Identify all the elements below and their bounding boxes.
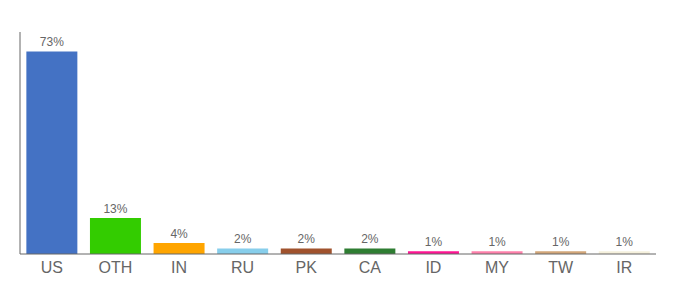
svg-text:73%: 73%	[40, 35, 64, 49]
svg-text:IN: IN	[171, 259, 187, 276]
svg-text:TW: TW	[548, 259, 574, 276]
svg-text:4%: 4%	[170, 227, 188, 241]
svg-text:US: US	[41, 259, 63, 276]
svg-text:ID: ID	[425, 259, 441, 276]
svg-text:1%: 1%	[552, 235, 570, 249]
svg-text:MY: MY	[485, 259, 509, 276]
svg-text:PK: PK	[296, 259, 318, 276]
svg-text:RU: RU	[231, 259, 254, 276]
svg-text:1%: 1%	[616, 235, 634, 249]
svg-text:2%: 2%	[361, 232, 379, 246]
svg-text:CA: CA	[359, 259, 382, 276]
svg-text:2%: 2%	[234, 232, 252, 246]
svg-text:1%: 1%	[488, 235, 506, 249]
svg-text:13%: 13%	[103, 202, 127, 216]
svg-text:OTH: OTH	[99, 259, 133, 276]
svg-text:2%: 2%	[298, 232, 316, 246]
svg-text:IR: IR	[616, 259, 632, 276]
svg-text:1%: 1%	[425, 235, 443, 249]
